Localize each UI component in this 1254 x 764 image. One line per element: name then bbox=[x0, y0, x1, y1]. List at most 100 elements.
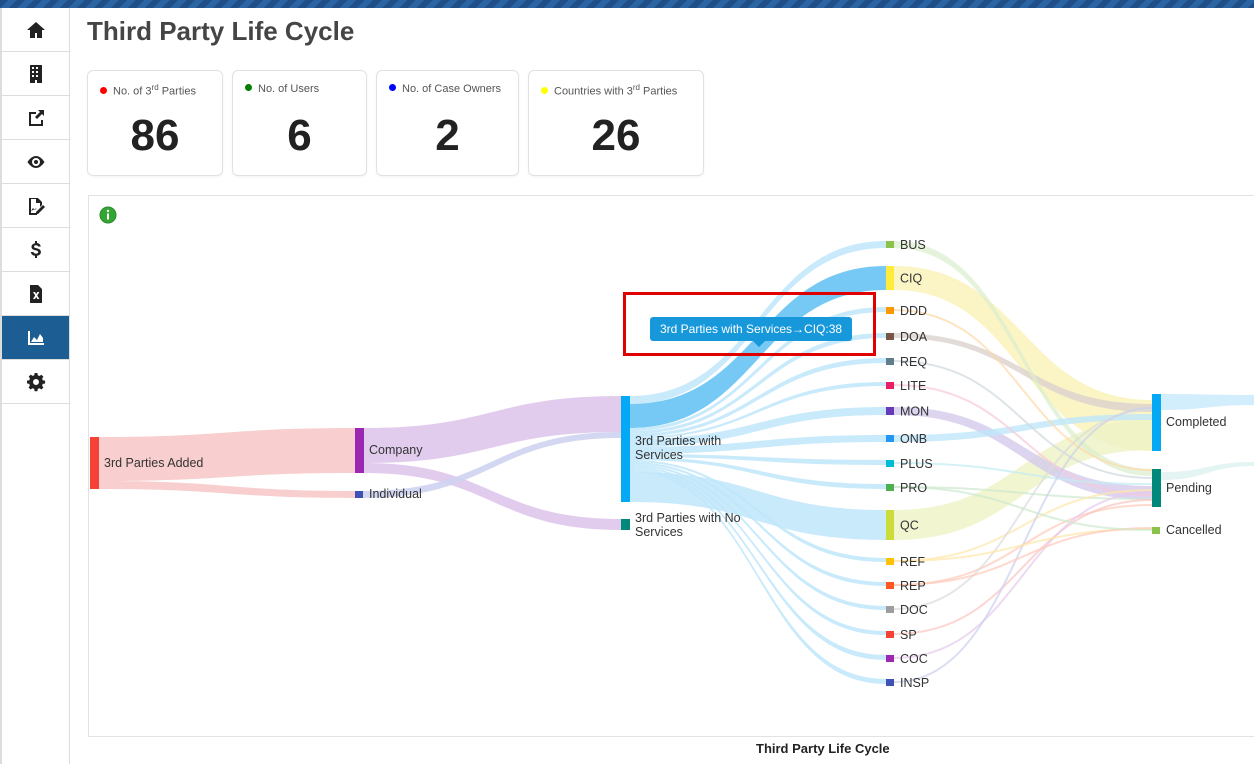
stat-label-text: Countries with 3 bbox=[554, 85, 633, 98]
sankey-link[interactable] bbox=[893, 486, 1153, 531]
sankey-link[interactable] bbox=[630, 468, 886, 660]
sankey-node-req[interactable] bbox=[886, 358, 894, 365]
stat-label: No. of 3rd Parties bbox=[100, 83, 196, 98]
sankey-node-label: 3rd Parties with No Services bbox=[635, 511, 741, 539]
sankey-link[interactable] bbox=[893, 360, 1153, 479]
sankey-link[interactable] bbox=[630, 462, 886, 586]
sidebar-item-area-chart[interactable] bbox=[2, 316, 69, 360]
sankey-node-label: CIQ bbox=[900, 272, 923, 286]
sidebar-item-excel-file[interactable] bbox=[2, 272, 69, 316]
sankey-node-label: REP bbox=[900, 579, 926, 593]
sidebar-item-building[interactable] bbox=[2, 52, 69, 96]
sankey-node-label: PLUS bbox=[900, 457, 933, 471]
sankey-node-onb[interactable] bbox=[886, 435, 894, 442]
eye-icon bbox=[27, 155, 44, 168]
stat-label: Countries with 3rd Parties bbox=[541, 83, 677, 98]
sankey-node-company[interactable] bbox=[355, 428, 364, 473]
sankey-node-noservices[interactable] bbox=[621, 519, 630, 530]
sankey-link[interactable] bbox=[630, 464, 886, 610]
sankey-node-ddd[interactable] bbox=[886, 307, 894, 314]
sankey-node-plus[interactable] bbox=[886, 460, 894, 467]
sankey-node-completed[interactable] bbox=[1152, 394, 1161, 451]
sankey-node-cancelled[interactable] bbox=[1152, 527, 1160, 534]
sankey-node-added[interactable] bbox=[90, 437, 99, 489]
sidebar-item-eye[interactable] bbox=[2, 140, 69, 184]
sankey-node-label: ONB bbox=[900, 432, 927, 446]
stat-card: Countries with 3rd Parties 26 bbox=[528, 70, 704, 176]
sankey-node-individual[interactable] bbox=[355, 491, 363, 498]
sankey-node-pending[interactable] bbox=[1152, 469, 1161, 507]
sankey-node-insp[interactable] bbox=[886, 679, 894, 686]
sidebar-item-gear[interactable] bbox=[2, 360, 69, 404]
sankey-node-coc[interactable] bbox=[886, 655, 894, 662]
stat-card: No. of Users 6 bbox=[232, 70, 367, 176]
sankey-node-label: Pending bbox=[1166, 481, 1212, 495]
sankey-node-sp[interactable] bbox=[886, 631, 894, 638]
sankey-link[interactable] bbox=[893, 499, 1153, 635]
sankey-link[interactable] bbox=[1161, 462, 1254, 480]
sankey-node-label: REQ bbox=[900, 355, 927, 369]
sankey-link[interactable] bbox=[630, 435, 886, 454]
sankey-link[interactable] bbox=[630, 466, 886, 635]
home-icon bbox=[26, 21, 45, 38]
sankey-link[interactable] bbox=[894, 414, 1152, 442]
sankey-node-mon[interactable] bbox=[886, 407, 894, 415]
sidebar-item-home[interactable] bbox=[2, 8, 69, 52]
sankey-node-ref[interactable] bbox=[886, 558, 894, 565]
sidebar-item-signature[interactable] bbox=[2, 184, 69, 228]
status-dot bbox=[245, 84, 252, 91]
stat-label: No. of Case Owners bbox=[389, 83, 501, 95]
stat-value: 86 bbox=[130, 111, 180, 160]
sankey-link[interactable] bbox=[630, 470, 886, 684]
sankey-node-doc[interactable] bbox=[886, 606, 894, 613]
info-icon[interactable] bbox=[99, 206, 117, 224]
sankey-node-ciq[interactable] bbox=[886, 266, 894, 290]
sankey-node-label: Cancelled bbox=[1166, 523, 1222, 537]
sankey-link[interactable] bbox=[630, 307, 886, 431]
sidebar-item-dollar[interactable] bbox=[2, 228, 69, 272]
sankey-link[interactable] bbox=[894, 333, 1152, 412]
sankey-link[interactable] bbox=[893, 527, 1153, 586]
sankey-link[interactable] bbox=[364, 396, 621, 463]
sankey-link[interactable] bbox=[894, 407, 1152, 500]
stat-label: No. of Users bbox=[245, 83, 319, 95]
sankey-link[interactable] bbox=[630, 266, 886, 428]
sankey-link[interactable] bbox=[1161, 394, 1254, 410]
sankey-link[interactable] bbox=[630, 457, 886, 489]
sankey-link[interactable] bbox=[893, 491, 1153, 659]
sankey-link[interactable] bbox=[630, 358, 886, 437]
sankey-link[interactable] bbox=[99, 428, 355, 481]
sidebar bbox=[0, 8, 70, 764]
sankey-link[interactable] bbox=[893, 489, 1153, 562]
sankey-link[interactable] bbox=[364, 463, 621, 530]
sankey-node-doa[interactable] bbox=[886, 333, 894, 340]
chart-footer-title: Third Party Life Cycle bbox=[756, 741, 890, 756]
sankey-node-label: QC bbox=[900, 519, 919, 533]
sankey-link[interactable] bbox=[363, 432, 621, 498]
sankey-node-pro[interactable] bbox=[886, 484, 894, 491]
sidebar-item-share[interactable] bbox=[2, 96, 69, 140]
sankey-node-services[interactable] bbox=[621, 396, 630, 502]
sankey-link[interactable] bbox=[630, 460, 886, 562]
sankey-link[interactable] bbox=[99, 481, 355, 498]
sankey-node-qc[interactable] bbox=[886, 510, 894, 540]
sankey-link[interactable] bbox=[630, 333, 886, 434]
sankey-node-label: DDD bbox=[900, 304, 927, 318]
stat-label-sup: rd bbox=[151, 83, 159, 92]
sankey-node-label: BUS bbox=[900, 238, 926, 252]
sankey-node-label: REF bbox=[900, 555, 925, 569]
sankey-link[interactable] bbox=[630, 382, 886, 439]
sankey-link[interactable] bbox=[630, 407, 886, 447]
sankey-node-label: INSP bbox=[900, 676, 929, 690]
status-dot bbox=[389, 84, 396, 91]
stat-card: No. of 3rd Parties 86 bbox=[87, 70, 223, 176]
sankey-node-rep[interactable] bbox=[886, 582, 894, 589]
sankey-link[interactable] bbox=[894, 241, 1152, 476]
sankey-node-bus[interactable] bbox=[886, 241, 894, 248]
sankey-link[interactable] bbox=[893, 309, 1153, 471]
sankey-link[interactable] bbox=[893, 384, 1153, 496]
sankey-node-lite[interactable] bbox=[886, 382, 894, 389]
sankey-link[interactable] bbox=[630, 454, 886, 465]
sankey-link[interactable] bbox=[893, 462, 1153, 485]
